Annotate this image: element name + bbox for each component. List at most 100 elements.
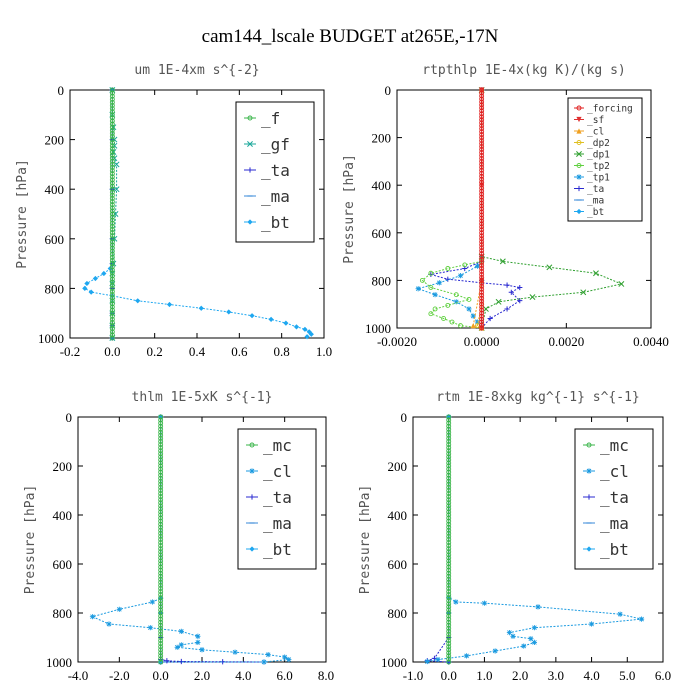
data-point	[446, 484, 452, 490]
data-point	[479, 161, 485, 167]
data-point	[529, 294, 536, 301]
data-point	[109, 109, 115, 115]
data-point	[446, 561, 452, 567]
data-point	[158, 463, 164, 469]
data-point	[446, 638, 452, 644]
data-point	[109, 183, 115, 189]
data-point	[158, 457, 164, 463]
data-point	[158, 561, 164, 567]
data-point	[479, 141, 485, 147]
data-point	[479, 257, 485, 263]
data-point	[109, 242, 115, 248]
data-point	[158, 638, 164, 644]
data-point	[424, 658, 430, 665]
data-point	[479, 277, 485, 283]
data-point	[479, 212, 485, 218]
data-point	[479, 138, 485, 144]
data-point	[479, 313, 485, 319]
data-point	[446, 420, 452, 426]
data-point	[446, 469, 452, 475]
data-point	[479, 274, 485, 280]
data-point	[109, 239, 115, 245]
data-point	[446, 530, 452, 536]
legend-swatch-marker	[249, 468, 255, 474]
data-point	[158, 613, 164, 619]
data-point	[109, 273, 115, 279]
data-point	[479, 150, 485, 155]
data-point	[432, 306, 438, 312]
x-tick-label: 0.0020	[548, 334, 584, 349]
data-point	[479, 316, 485, 322]
data-point	[499, 258, 506, 265]
data-point	[109, 251, 115, 257]
data-point	[445, 266, 451, 271]
data-point	[517, 284, 523, 291]
data-point	[158, 570, 164, 576]
x-tick-label: 3.0	[548, 668, 564, 683]
data-point	[479, 266, 485, 271]
data-point	[479, 164, 485, 170]
data-point	[283, 320, 289, 326]
data-point	[446, 463, 452, 469]
legend-label: _bt	[263, 540, 292, 559]
y-tick-label: 800	[388, 606, 408, 621]
data-point	[158, 454, 164, 460]
data-point	[479, 105, 485, 111]
data-point	[109, 90, 115, 96]
data-point	[158, 546, 164, 552]
y-tick-label: 400	[45, 182, 65, 197]
data-point	[158, 481, 164, 487]
data-point	[109, 199, 115, 205]
data-point	[446, 564, 452, 570]
x-tick-label: 5.0	[619, 668, 635, 683]
data-point	[158, 435, 164, 441]
data-point	[109, 205, 115, 211]
data-point	[158, 484, 164, 490]
data-point	[446, 478, 452, 484]
data-point	[158, 414, 164, 420]
x-tick-label: 0.0	[153, 668, 169, 683]
data-point	[446, 549, 452, 555]
legend-swatch-marker	[586, 546, 592, 552]
data-point	[109, 264, 115, 270]
legend-swatch-marker	[586, 442, 592, 448]
x-tick-label: 4.0	[235, 668, 251, 683]
data-point	[109, 118, 115, 124]
data-point	[109, 208, 115, 214]
data-point	[463, 653, 470, 659]
series-line	[421, 90, 483, 329]
legend-label: _mc	[263, 436, 292, 455]
data-point	[428, 285, 434, 290]
data-point	[199, 647, 205, 653]
data-point	[479, 209, 485, 215]
data-point	[446, 414, 452, 420]
data-point	[158, 451, 164, 457]
data-point	[304, 334, 310, 340]
data-point	[109, 152, 115, 158]
data-point	[446, 466, 452, 472]
data-point	[479, 215, 485, 221]
legend-label: _forcing	[587, 104, 633, 115]
data-point	[158, 445, 164, 451]
panel-title: um 1E-4xm s^{-2}	[134, 63, 259, 78]
data-point	[158, 650, 164, 656]
data-point	[479, 230, 485, 236]
data-point	[479, 200, 485, 206]
data-point	[531, 639, 538, 645]
data-point	[109, 223, 115, 229]
legend-label: _dp2	[587, 138, 610, 149]
data-point	[479, 251, 485, 257]
data-point	[504, 282, 510, 288]
data-point	[479, 298, 485, 304]
panel-title: rtm 1E-8xkg kg^{-1} s^{-1}	[436, 390, 640, 405]
data-point	[479, 280, 485, 286]
data-point	[195, 639, 201, 645]
data-point	[546, 264, 553, 271]
data-point	[158, 497, 164, 503]
data-point	[109, 96, 115, 102]
legend-swatch-marker	[249, 546, 255, 552]
data-point	[446, 518, 452, 524]
data-point	[479, 135, 485, 141]
data-point	[232, 649, 238, 655]
data-point	[446, 619, 452, 625]
